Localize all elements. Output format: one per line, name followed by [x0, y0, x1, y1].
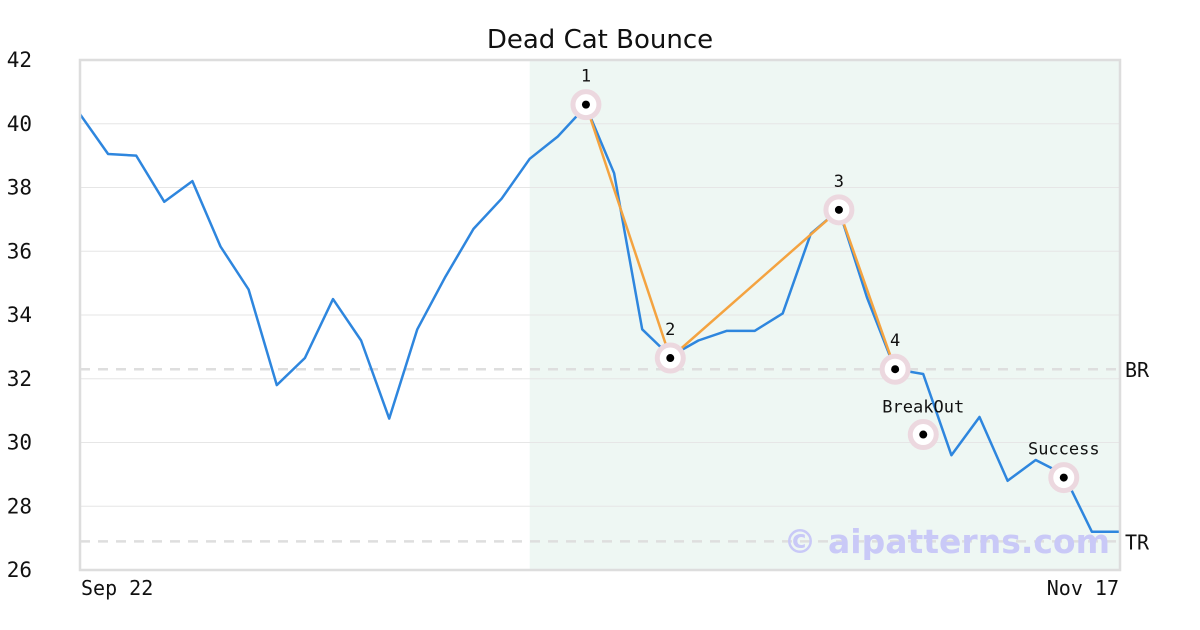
- marker-dot: [581, 100, 590, 109]
- y-tick-label: 42: [7, 48, 32, 72]
- y-tick-label: 34: [7, 303, 32, 327]
- chart-title: Dead Cat Bounce: [487, 25, 713, 55]
- marker-dot: [891, 365, 900, 374]
- x-axis-ticks: Sep 22 Nov 17: [81, 576, 1119, 600]
- pattern-marker: 3: [823, 172, 855, 226]
- reference-label-br: BR: [1125, 358, 1150, 382]
- pattern-marker: BreakOut: [882, 398, 964, 451]
- marker-label: Success: [1028, 440, 1100, 460]
- price-series: [78, 104, 1121, 534]
- marker-dot: [919, 430, 928, 439]
- marker-label: 2: [665, 320, 675, 340]
- grid-lines: [80, 123, 1120, 507]
- pattern-marker: 2: [654, 320, 686, 374]
- pattern-markers: 1 2 3 4 BreakOut Success: [570, 67, 1100, 494]
- y-tick-label: 28: [7, 494, 32, 518]
- marker-dot: [666, 354, 675, 363]
- marker-label: 3: [834, 172, 844, 192]
- x-tick-label: Sep 22: [81, 576, 153, 600]
- y-tick-label: 38: [7, 176, 32, 200]
- plot-frame: [78, 58, 1122, 572]
- pattern-marker: 4: [879, 331, 911, 385]
- pattern-lines: [584, 104, 897, 370]
- price-line: [78, 104, 1120, 534]
- y-tick-label: 26: [7, 558, 32, 582]
- marker-label: 1: [581, 67, 591, 87]
- y-tick-label: 36: [7, 239, 32, 263]
- y-tick-label: 32: [7, 367, 32, 391]
- marker-dot: [834, 205, 843, 214]
- y-tick-label: 30: [7, 431, 32, 455]
- marker-dot: [1059, 473, 1068, 482]
- reference-lines: BR TR: [80, 358, 1150, 554]
- pattern-marker: Success: [1028, 440, 1100, 494]
- marker-label: 4: [890, 331, 900, 351]
- x-tick-label: Nov 17: [1047, 576, 1119, 600]
- reference-label-tr: TR: [1125, 530, 1150, 554]
- pattern-line: [584, 104, 897, 370]
- marker-label: BreakOut: [882, 398, 964, 418]
- watermark: © aipatterns.com: [784, 522, 1110, 561]
- pattern-marker: 1: [570, 67, 602, 121]
- y-tick-label: 40: [7, 112, 32, 136]
- y-axis-ticks: 26 28 30 32 34 36 38 40 42: [7, 48, 32, 582]
